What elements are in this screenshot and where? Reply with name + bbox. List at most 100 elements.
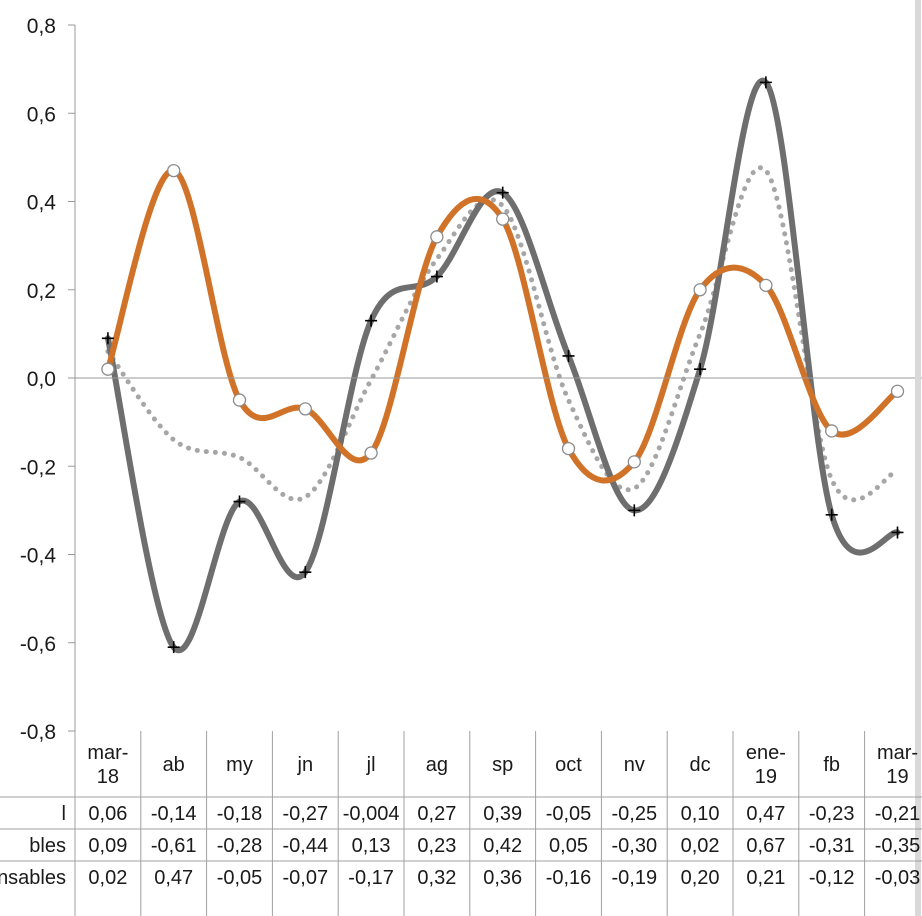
- data-label: -0,05: [546, 803, 592, 825]
- data-point-circle-marker: [364, 446, 378, 460]
- data-label: 0,10: [681, 803, 720, 825]
- data-point-plus-marker: [430, 270, 443, 283]
- data-point-plus-marker: [562, 349, 575, 362]
- data-label: -0,23: [809, 803, 855, 825]
- data-point-plus-marker: [759, 76, 772, 89]
- data-label: -0,19: [612, 867, 658, 889]
- x-category-label: sp: [492, 754, 513, 776]
- data-point-circle-marker: [825, 424, 839, 438]
- y-tick-label: 0,8: [27, 15, 56, 38]
- x-category-label: ab: [163, 754, 185, 776]
- data-label: -0,17: [348, 867, 394, 889]
- data-point-plus-marker: [694, 363, 707, 376]
- x-category-label: dc: [690, 754, 711, 776]
- data-label: -0,30: [612, 835, 658, 857]
- x-category-label: mar-: [877, 742, 918, 764]
- data-label: -0,05: [217, 867, 263, 889]
- y-tick-label: -0,4: [20, 545, 57, 568]
- x-category-label: ene-: [746, 742, 786, 764]
- data-label: 0,20: [681, 867, 720, 889]
- data-label: -0,61: [151, 835, 197, 857]
- data-label: -0,35: [875, 835, 921, 857]
- y-tick-label: 0,6: [27, 103, 56, 126]
- data-label: 0,02: [88, 867, 127, 889]
- series-line-1: [105, 165, 900, 503]
- data-point-plus-marker: [496, 186, 509, 199]
- data-label: 0,27: [417, 803, 456, 825]
- data-point-circle-marker: [561, 441, 576, 456]
- data-point-circle-marker: [298, 402, 312, 416]
- x-category-label: fb: [823, 754, 840, 776]
- data-label: 0,36: [483, 867, 522, 889]
- data-label: 0,42: [483, 835, 522, 857]
- data-label: 0,47: [746, 803, 785, 825]
- legend-series-name: bles: [29, 835, 66, 857]
- y-tick-label: 0,2: [27, 280, 56, 303]
- data-label: -0,18: [217, 803, 263, 825]
- data-label: -0,28: [217, 835, 263, 857]
- data-point-circle-marker: [627, 455, 641, 469]
- x-category-label: my: [226, 754, 253, 776]
- data-point-circle-marker: [759, 278, 773, 292]
- data-label: 0,06: [88, 803, 127, 825]
- data-label: -0,25: [612, 803, 658, 825]
- data-label: 0,13: [352, 835, 391, 857]
- y-tick-label: -0,8: [20, 721, 56, 744]
- data-point-plus-marker: [365, 314, 378, 327]
- data-point-circle-marker: [496, 212, 510, 226]
- data-point-plus-marker: [891, 526, 904, 539]
- y-tick-label: -0,2: [20, 456, 56, 479]
- data-point-plus-marker: [628, 504, 641, 517]
- data-label: -0,21: [875, 803, 921, 825]
- x-category-label: ag: [426, 754, 448, 776]
- data-label: 0,39: [483, 803, 522, 825]
- y-tick-label: -0,6: [20, 633, 56, 656]
- series-line-3: [104, 167, 901, 484]
- data-label: -0,03: [875, 867, 921, 889]
- data-label: 0,32: [417, 867, 456, 889]
- data-point-plus-marker: [233, 495, 246, 508]
- x-category-label: 18: [97, 766, 119, 788]
- legend-series-name: nsables: [0, 867, 66, 889]
- data-label: -0,004: [343, 803, 400, 825]
- data-point-circle-marker: [890, 384, 905, 398]
- data-point-circle-marker: [232, 393, 247, 407]
- data-point-plus-marker: [167, 641, 180, 654]
- legend-series-name: l: [62, 803, 66, 825]
- data-point-circle-marker: [101, 362, 115, 376]
- series-layer: [101, 76, 905, 654]
- series-line-2: [104, 77, 901, 654]
- data-point-circle-marker: [430, 230, 444, 244]
- data-label: -0,16: [546, 867, 592, 889]
- data-label: -0,07: [283, 867, 329, 889]
- x-category-label: mar-: [87, 742, 128, 764]
- x-category-label: oct: [555, 754, 582, 776]
- y-tick-label: 0,4: [27, 192, 57, 215]
- x-category-label: nv: [624, 754, 645, 776]
- data-point-plus-marker: [299, 566, 312, 579]
- data-label: 0,67: [746, 835, 785, 857]
- data-label: 0,23: [417, 835, 456, 857]
- data-label: -0,31: [809, 835, 855, 857]
- data-point-plus-marker: [101, 332, 114, 345]
- data-point-plus-marker: [825, 508, 838, 521]
- data-label: 0,05: [549, 835, 588, 857]
- data-label: -0,44: [283, 835, 329, 857]
- data-label: 0,09: [88, 835, 127, 857]
- axis-layer: 0,8 0,6 0,4 0,2 0,0 -0,2 -0,4 -0,6 -0,8: [20, 0, 922, 916]
- x-category-label: jl: [366, 754, 376, 776]
- data-point-circle-marker: [167, 163, 181, 178]
- data-label: -0,14: [151, 803, 197, 825]
- data-point-circle-marker: [693, 283, 707, 297]
- x-category-label: jn: [297, 754, 314, 776]
- data-label: -0,27: [283, 803, 329, 825]
- x-category-label: 19: [886, 766, 908, 788]
- data-label: 0,02: [681, 835, 720, 857]
- x-category-label: 19: [755, 766, 777, 788]
- y-tick-label: 0,0: [27, 368, 56, 391]
- data-label: 0,47: [154, 867, 193, 889]
- data-label: -0,12: [809, 867, 855, 889]
- data-label: 0,21: [746, 867, 785, 889]
